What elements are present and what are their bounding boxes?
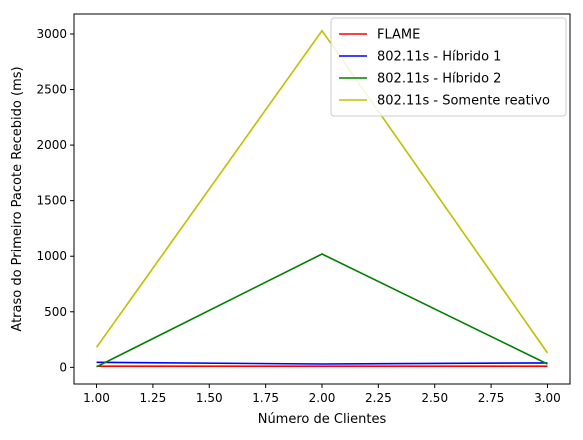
x-tick-label: 2.50	[421, 391, 448, 405]
x-tick-label: 1.00	[83, 391, 110, 405]
x-tick-label: 1.50	[196, 391, 223, 405]
x-tick-label: 1.75	[252, 391, 279, 405]
x-tick-label: 3.00	[534, 391, 561, 405]
x-tick-label: 2.25	[365, 391, 392, 405]
legend-label-0: FLAME	[377, 28, 420, 43]
series-line-1	[96, 361, 548, 365]
series-line-2	[96, 253, 548, 368]
y-tick-label: 0	[59, 360, 67, 374]
x-tick-label: 2.75	[478, 391, 505, 405]
y-tick-label: 1500	[36, 194, 67, 208]
y-tick-label: 3000	[36, 27, 67, 41]
y-tick-label: 500	[44, 305, 67, 319]
x-axis-label: Número de Clientes	[258, 412, 387, 427]
y-tick-label: 2000	[36, 138, 67, 152]
y-axis-ticks: 0 500 1000 1500 2000 2500 3000	[36, 27, 74, 374]
series-line-3	[95, 29, 549, 354]
x-axis-ticks: 1.00 1.25 1.50 1.75 2.00 2.25 2.50 2.75 3.00	[83, 384, 561, 405]
legend: FLAME 802.11s - Híbrido 1 802.11s - Híbrid…	[330, 17, 567, 117]
series-layer	[95, 29, 549, 368]
y-tick-label: 1000	[36, 249, 67, 263]
x-tick-label: 2.00	[309, 391, 336, 405]
legend-label-1: 802.11s - Híbrido 1	[377, 50, 501, 65]
legend-box	[330, 17, 567, 117]
y-tick-label: 2500	[36, 83, 67, 97]
legend-label-3: 802.11s - Somente reativo	[377, 94, 550, 109]
x-tick-label: 1.25	[140, 391, 167, 405]
legend-label-2: 802.11s - Híbrido 2	[377, 72, 501, 87]
y-axis-label: Atraso do Primeiro Pacote Recebido (ms)	[10, 66, 25, 331]
